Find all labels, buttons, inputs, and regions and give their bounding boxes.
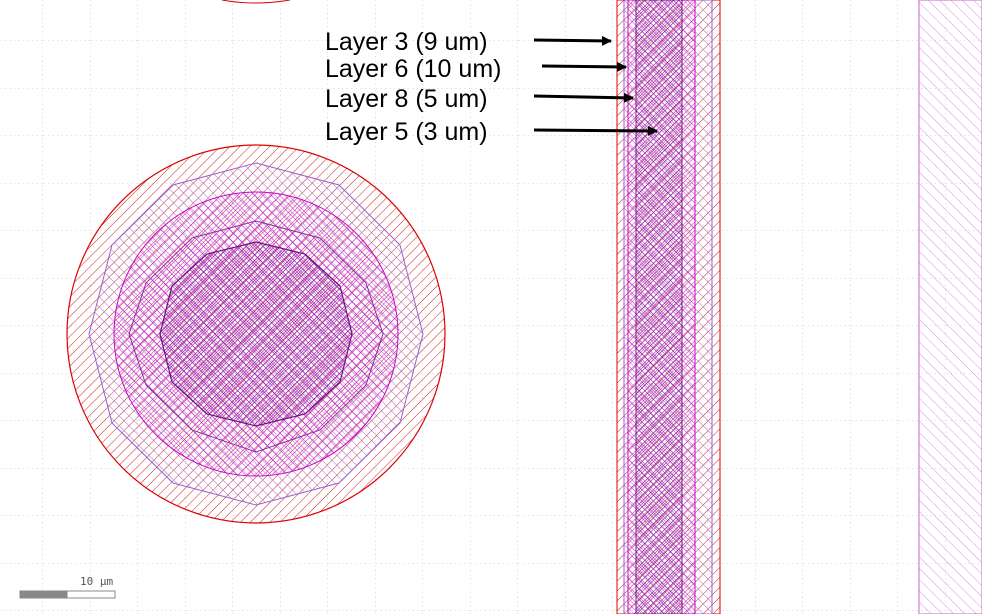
layer-labels: Layer 3 (9 um) Layer 6 (10 um) Layer 8 (… [325,28,501,146]
arrow-layer-3 [533,35,612,46]
label-layer-8: Layer 8 (5 um) [325,85,488,113]
scale-bar-label: 10 µm [80,575,113,588]
scale-bar-empty [66,590,116,599]
label-arrows [533,35,658,136]
top-partial-ring [221,0,291,4]
via-stack[interactable] [66,144,446,524]
scale-bar-filled [19,590,68,599]
vertical-strip[interactable] [616,0,721,614]
strip-layer-5 [635,0,683,614]
arrow-layer-8 [533,92,634,103]
scale-bar: 10 µm [19,575,116,599]
layer-core [159,241,353,427]
label-layer-6: Layer 6 (10 um) [325,55,501,83]
right-strip[interactable] [918,0,982,614]
arrow-layer-5 [533,125,658,136]
label-layer-3: Layer 3 (9 um) [325,28,488,56]
arrow-layer-6 [541,61,627,72]
label-layer-5: Layer 5 (3 um) [325,118,488,146]
